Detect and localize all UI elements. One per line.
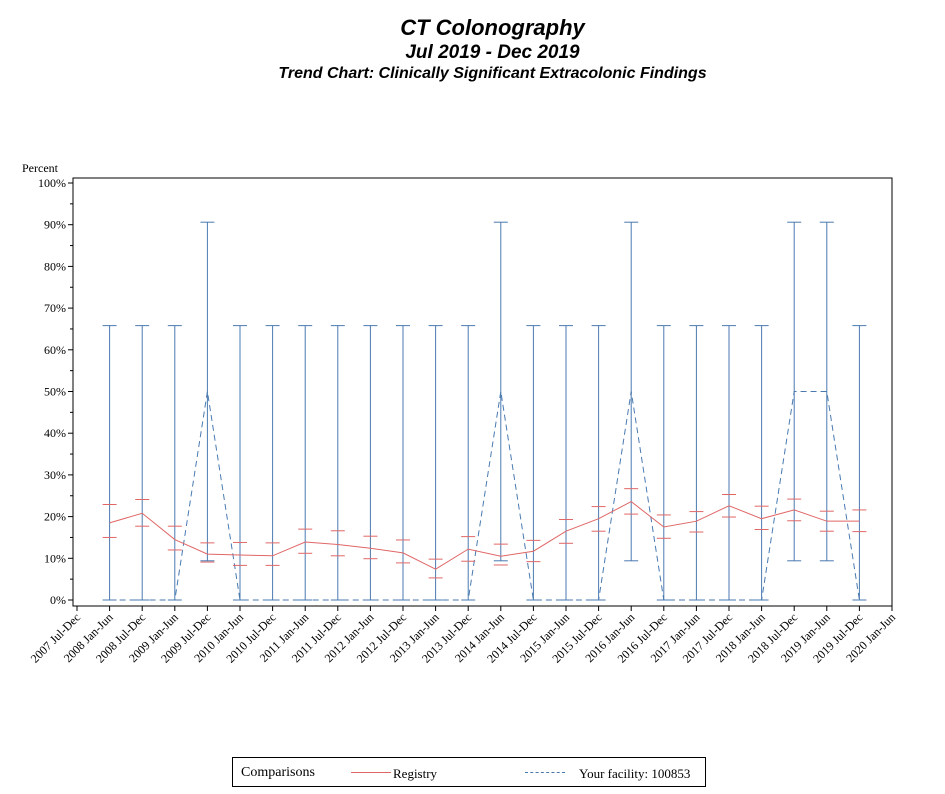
- legend-title: Comparisons: [241, 765, 315, 780]
- registry-series-line: [109, 500, 860, 570]
- plot-frame: [72, 177, 893, 607]
- facility-series-line: [109, 391, 860, 601]
- legend-facility-swatch: [525, 772, 565, 773]
- y-tick-label: 70%: [44, 301, 66, 315]
- y-tick-label: 80%: [44, 259, 66, 273]
- y-tick-label: 50%: [44, 385, 66, 399]
- y-tick-label: 10%: [44, 551, 66, 565]
- legend-registry-label: Registry: [393, 766, 438, 781]
- chart-period-subtitle: Jul 2019 - Dec 2019: [405, 42, 580, 63]
- legend-registry-swatch: [351, 772, 391, 773]
- y-tick-label: 60%: [44, 343, 66, 357]
- legend: Comparisons Registry Your facility: 1008…: [232, 757, 706, 787]
- trend-chart: Percent 0% 10% 20% 30% 40% 50% 60% 70% 80% 90% 100%…: [22, 161, 898, 666]
- y-axis-label: Percent: [22, 161, 59, 175]
- y-tick-label: 40%: [44, 426, 66, 440]
- y-tick-label: 100%: [38, 176, 66, 190]
- y-tick-label: 20%: [44, 510, 66, 524]
- y-tick-label: 0%: [50, 593, 66, 607]
- chart-main-title: CT Colonography: [400, 15, 585, 40]
- legend-facility-label: Your facility: 100853: [579, 766, 691, 781]
- y-tick-label: 30%: [44, 468, 66, 482]
- chart-trend-title: Trend Chart: Clinically Significant Extr…: [278, 65, 707, 82]
- y-tick-label: 90%: [44, 218, 66, 232]
